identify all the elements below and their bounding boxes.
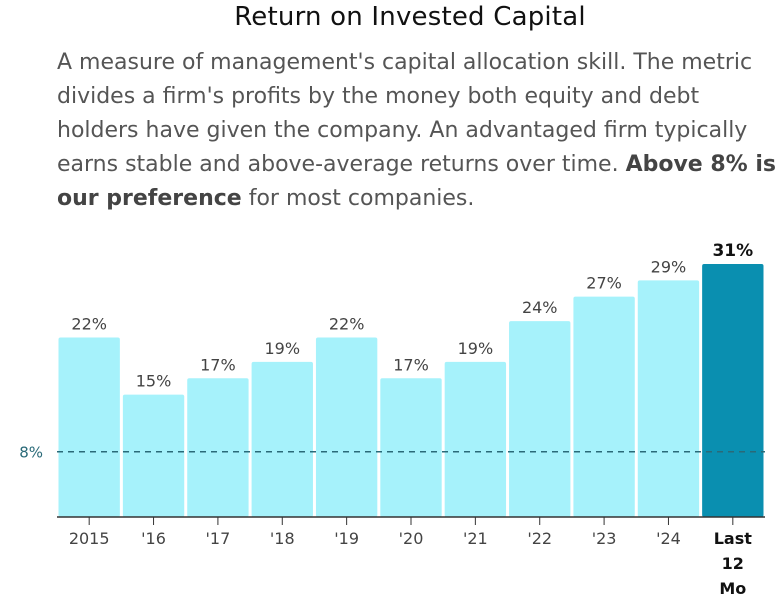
x-tick-label: '24	[656, 529, 681, 548]
reference-line-label: 8%	[19, 444, 43, 462]
bar	[380, 378, 442, 517]
bar-value-label: 19%	[458, 339, 494, 358]
x-tick-label: 2015	[69, 529, 110, 548]
description-suffix: for most companies.	[241, 186, 475, 211]
x-tick-label: '22	[527, 529, 552, 548]
x-tick-label: '21	[463, 529, 488, 548]
bar	[251, 361, 313, 517]
bar	[187, 378, 249, 517]
bar-value-label: 31%	[712, 241, 753, 261]
bar	[315, 337, 378, 517]
x-tick-label: Last 12 Mo	[714, 529, 753, 598]
bar-value-label: 19%	[264, 339, 300, 358]
bar-value-label: 27%	[586, 274, 622, 293]
x-tick-label: '18	[270, 529, 295, 548]
bar-value-label: 15%	[136, 372, 172, 391]
x-tick-label: '19	[334, 529, 359, 548]
bar	[702, 264, 764, 517]
chart-title: Return on Invested Capital	[234, 2, 586, 32]
bar	[444, 361, 507, 517]
bar-value-label: 22%	[71, 314, 107, 333]
bar	[637, 280, 700, 517]
bar	[58, 337, 120, 517]
bar-value-label: 17%	[200, 355, 236, 374]
bar-value-label: 24%	[522, 298, 558, 317]
bar	[573, 296, 635, 517]
description-emphasis: Above 8% is our preference	[57, 152, 777, 211]
bar-value-label: 29%	[651, 257, 687, 276]
bar	[122, 394, 185, 517]
x-tick-label: '23	[592, 529, 617, 548]
x-tick-label: '20	[399, 529, 424, 548]
bar	[509, 321, 571, 517]
chart-description: A measure of management's capital alloca…	[57, 46, 777, 216]
x-tick-label: '16	[141, 529, 166, 548]
description-text: A measure of management's capital alloca…	[57, 50, 753, 177]
bar-value-label: 17%	[393, 355, 429, 374]
bar-value-label: 22%	[329, 314, 365, 333]
x-tick-label: '17	[206, 529, 231, 548]
